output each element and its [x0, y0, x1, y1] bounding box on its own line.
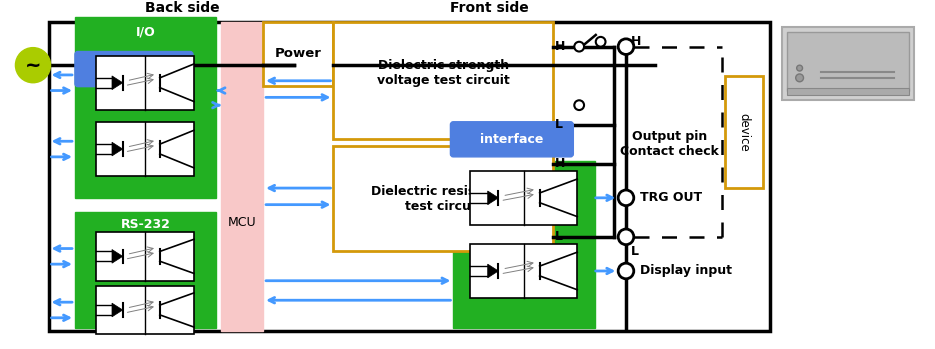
Bar	[49, 22, 770, 332]
Circle shape	[797, 65, 802, 71]
Text: L: L	[554, 118, 563, 131]
Circle shape	[618, 190, 634, 206]
Circle shape	[618, 263, 634, 279]
Text: I/O: I/O	[136, 25, 155, 38]
Bar	[453, 161, 595, 328]
Circle shape	[796, 74, 803, 82]
Text: Display input: Display input	[640, 265, 732, 277]
Bar	[787, 88, 909, 95]
Bar	[75, 17, 216, 198]
FancyBboxPatch shape	[75, 52, 193, 87]
Text: Dielectric resistance
test circuit: Dielectric resistance test circuit	[371, 185, 515, 213]
Text: H: H	[554, 157, 565, 170]
Bar	[75, 213, 216, 328]
Circle shape	[574, 42, 584, 52]
Text: Front side: Front side	[450, 1, 529, 15]
Text: Back side: Back side	[145, 1, 220, 15]
Bar	[334, 146, 553, 252]
FancyBboxPatch shape	[451, 122, 573, 157]
Text: H: H	[631, 35, 641, 48]
Bar	[787, 32, 909, 90]
Polygon shape	[112, 250, 122, 263]
Bar	[470, 171, 577, 225]
Circle shape	[574, 100, 584, 110]
Polygon shape	[488, 264, 498, 278]
Text: ~: ~	[24, 56, 41, 75]
Text: TRG OUT: TRG OUT	[640, 191, 702, 204]
Text: L: L	[631, 245, 639, 258]
Bar	[96, 285, 194, 334]
Text: L: L	[554, 230, 563, 243]
Text: interface: interface	[481, 133, 543, 146]
Bar	[782, 27, 913, 100]
Text: Output pin
Contact check: Output pin Contact check	[621, 130, 719, 158]
Circle shape	[618, 229, 634, 245]
Bar	[96, 232, 194, 281]
Text: Interface: Interface	[102, 62, 165, 76]
Bar	[96, 122, 194, 176]
Circle shape	[596, 37, 606, 47]
Text: H: H	[554, 40, 565, 53]
Text: device: device	[738, 113, 751, 151]
Text: MCU: MCU	[228, 216, 256, 229]
Bar	[96, 56, 194, 110]
Text: Dielectric strength
voltage test circuit: Dielectric strength voltage test circuit	[377, 59, 510, 87]
Polygon shape	[112, 142, 122, 156]
Bar	[222, 22, 263, 332]
Text: RS-232: RS-232	[121, 218, 170, 231]
Polygon shape	[488, 191, 498, 205]
Bar	[263, 22, 334, 86]
Bar	[470, 244, 577, 298]
Polygon shape	[112, 303, 122, 317]
Circle shape	[16, 47, 50, 83]
Circle shape	[618, 39, 634, 54]
Bar	[726, 76, 763, 188]
Text: Power: Power	[275, 47, 322, 60]
Polygon shape	[112, 76, 122, 90]
Bar	[334, 22, 553, 139]
